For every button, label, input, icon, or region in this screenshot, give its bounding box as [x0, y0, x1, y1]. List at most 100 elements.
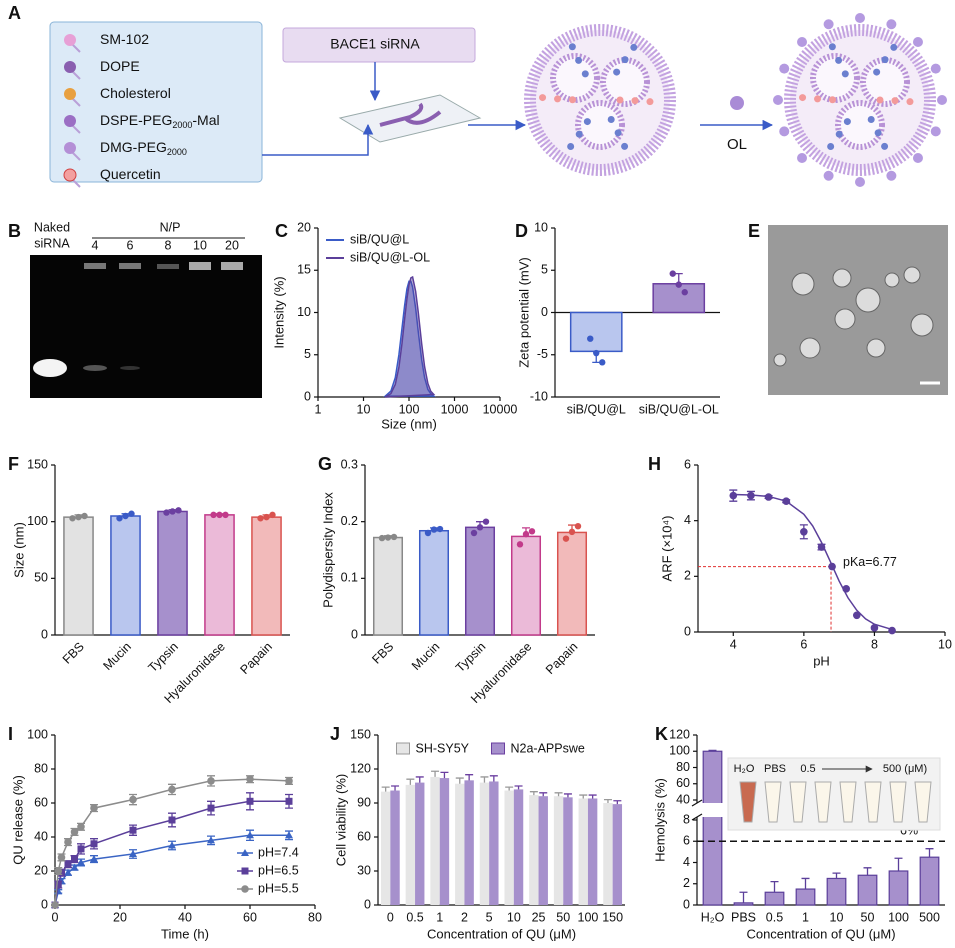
x-tick-label: Mucin: [100, 640, 134, 674]
bar: [538, 796, 548, 905]
panel-label: I: [8, 724, 13, 744]
ol-dot: [912, 152, 923, 163]
x-tick-label: Typsin: [145, 640, 180, 675]
x-axis-title: Concentration of QU (μM): [746, 926, 895, 941]
data-point: [75, 513, 82, 521]
data-point: [222, 511, 229, 519]
lipid-dot: [568, 43, 576, 51]
marker: [241, 885, 249, 893]
y-tick-label: 0.1: [341, 571, 358, 585]
lipid-dot: [873, 68, 881, 76]
legend-label: SH-SY5Y: [416, 741, 470, 755]
x-tick-label: 100: [578, 910, 599, 924]
marker: [168, 785, 176, 794]
error-bar: [801, 877, 810, 890]
error-bar: [391, 785, 400, 791]
component-label: DSPE-PEG2000-Mal: [100, 112, 220, 131]
ol-dot: [912, 37, 923, 48]
area: [384, 275, 436, 398]
y-tick-label: 15: [297, 263, 311, 277]
x-tick-label: 1: [315, 402, 322, 416]
error-bar: [739, 891, 748, 903]
fit-line: [733, 493, 893, 631]
marker: [285, 797, 293, 805]
lipid-dot: [621, 56, 629, 64]
legend-label: N2a-APPswe: [511, 741, 585, 755]
ol-dot: [855, 177, 865, 187]
data-point: [257, 515, 264, 522]
y-tick-label: 0.3: [341, 457, 358, 471]
marker: [246, 797, 254, 805]
x-tick-label: 10: [357, 402, 371, 416]
x-tick-label: 100: [399, 402, 420, 416]
icon: [64, 115, 76, 127]
x-tick-label: 50: [556, 910, 570, 924]
ol-dot: [886, 19, 897, 30]
data-point: [163, 509, 170, 516]
marker: [90, 840, 98, 848]
marker: [129, 850, 137, 857]
bar: [489, 781, 499, 905]
lipid-dot: [554, 95, 562, 103]
component-text: DMG-PEG: [100, 139, 167, 155]
data-point: [669, 270, 676, 277]
y-tick-label: 150: [27, 457, 48, 471]
lipid-dot: [881, 56, 889, 64]
panel-label: J: [330, 724, 340, 744]
bar: [733, 902, 754, 906]
lipid-dot: [575, 130, 583, 138]
icon: [64, 34, 76, 46]
y-tick-label: 100: [27, 727, 48, 741]
lane-label: 8: [165, 238, 172, 252]
marker: [90, 804, 98, 812]
marker: [77, 823, 85, 831]
lipid-dot: [876, 96, 884, 104]
y-tick-label: 5: [304, 347, 311, 361]
x-tick-label: siB/QU@L: [567, 402, 626, 416]
data-point: [128, 510, 135, 517]
lipid-dot: [828, 43, 836, 51]
channel: [379, 102, 442, 127]
data-point: [390, 533, 398, 541]
marker: [77, 845, 85, 853]
data-point: [528, 528, 536, 535]
lipid-dot: [906, 98, 914, 106]
core: [550, 53, 600, 103]
bar: [553, 796, 564, 905]
bar: [157, 510, 188, 636]
marker: [285, 831, 293, 839]
lipid-dot: [630, 43, 638, 51]
lipid-dot: [614, 129, 622, 137]
x-tick-label: 1000: [441, 402, 469, 416]
error-bar: [514, 785, 523, 790]
lipid-dot: [867, 116, 875, 124]
bar: [455, 783, 465, 905]
lipid-dot: [799, 94, 807, 102]
bar: [529, 795, 539, 905]
x-tick-label: Papain: [543, 640, 580, 677]
lipid-dot: [881, 142, 889, 150]
lipid-dot: [569, 96, 577, 104]
error-bar: [539, 792, 548, 797]
x-tick-label: 25: [532, 910, 546, 924]
marker: [71, 855, 78, 863]
lipid-dot: [843, 118, 851, 126]
error-bar: [925, 848, 934, 858]
y-tick-label: 0: [684, 624, 691, 638]
marker: [207, 804, 215, 812]
error-bar: [455, 777, 464, 784]
data-point: [122, 512, 129, 520]
ol-dot: [886, 170, 897, 181]
marker: [246, 831, 254, 839]
lane-label: Naked: [34, 220, 70, 234]
y-tick-label: 60: [357, 829, 371, 843]
marker: [64, 868, 72, 876]
panel-label: G: [318, 454, 332, 474]
x-tick-label: 4: [730, 637, 737, 651]
component-label: Cholesterol: [100, 85, 171, 101]
marker: [54, 881, 62, 889]
y-tick-label: 0.2: [341, 514, 358, 528]
x-axis-title: Concentration of QU (μM): [427, 926, 576, 941]
bar: [764, 891, 785, 906]
marker: [64, 860, 72, 868]
